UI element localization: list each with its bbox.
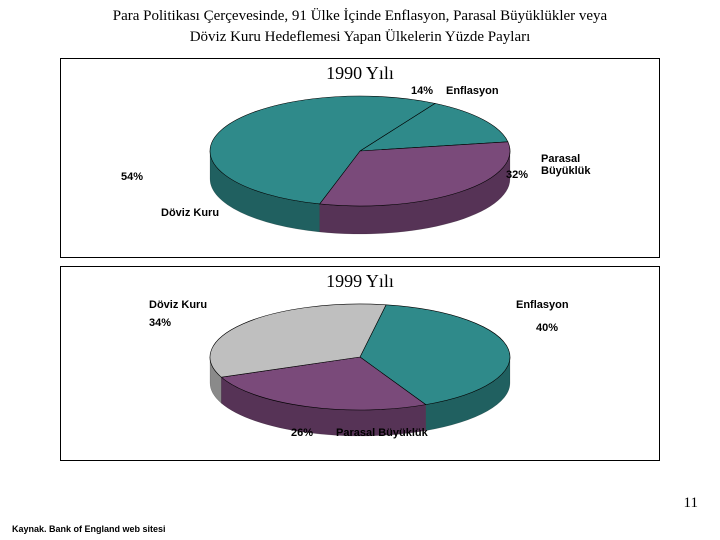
pie-1990-svg <box>195 89 525 249</box>
txt-enflasyon-1999: Enflasyon <box>516 299 569 311</box>
source-text: Kaynak. Bank of England web sitesi <box>12 524 166 534</box>
pct-parasal-1990: 32% <box>506 169 528 181</box>
pct-enflasyon-1990: 14% <box>411 85 433 97</box>
title-line-1: Para Politikası Çerçevesinde, 91 Ülke İç… <box>113 8 607 24</box>
title-line-2: Döviz Kuru Hedeflemesi Yapan Ülkelerin Y… <box>190 29 531 45</box>
pct-doviz-1990: 54% <box>121 171 143 183</box>
chart-1990: 1990 Yılı 14% Enflasyon 32% ParasalBüyük… <box>60 58 660 258</box>
pct-parasal-1999: 26% <box>291 427 313 439</box>
page-number: 11 <box>684 495 698 512</box>
txt-doviz-1999: Döviz Kuru <box>149 299 207 311</box>
pct-enflasyon-1999: 40% <box>536 322 558 334</box>
chart-1990-pie <box>195 89 525 254</box>
txt-parasal-1999: Parasal Büyüklük <box>336 427 428 439</box>
txt-doviz-1990: Döviz Kuru <box>161 207 219 219</box>
txt-enflasyon-1990: Enflasyon <box>446 85 499 97</box>
chart-1999: 1999 Yılı Döviz Kuru 34% Enflasyon 40% 2… <box>60 266 660 461</box>
page-title: Para Politikası Çerçevesinde, 91 Ülke İç… <box>0 0 720 52</box>
txt-parasal-1990: ParasalBüyüklük <box>541 153 591 177</box>
chart-1999-title: 1999 Yılı <box>61 267 659 292</box>
pct-doviz-1999: 34% <box>149 317 171 329</box>
chart-1990-title: 1990 Yılı <box>61 59 659 84</box>
